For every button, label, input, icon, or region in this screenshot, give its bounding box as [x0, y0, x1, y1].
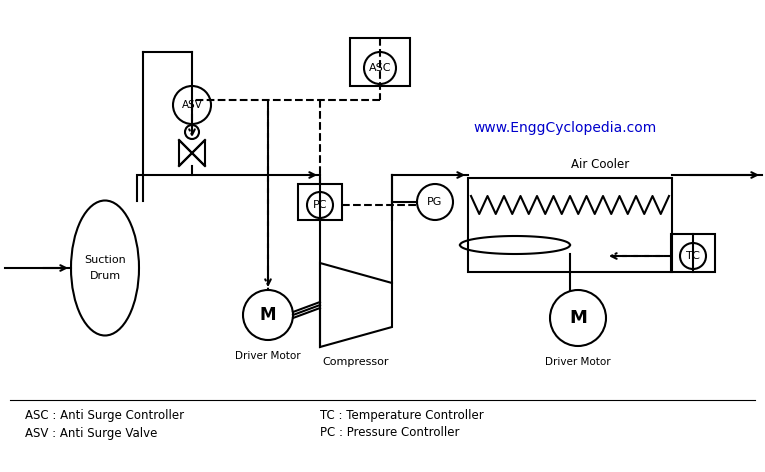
- Text: PC : Pressure Controller: PC : Pressure Controller: [320, 427, 460, 439]
- Text: ASC : Anti Surge Controller: ASC : Anti Surge Controller: [25, 408, 184, 421]
- Text: ASC: ASC: [369, 63, 391, 73]
- Text: Driver Motor: Driver Motor: [235, 351, 301, 361]
- Text: ASV : Anti Surge Valve: ASV : Anti Surge Valve: [25, 427, 158, 439]
- Text: Drum: Drum: [90, 271, 121, 281]
- Text: www.EnggCyclopedia.com: www.EnggCyclopedia.com: [474, 121, 656, 135]
- Text: PG: PG: [428, 197, 443, 207]
- Text: TC: TC: [686, 251, 700, 261]
- Text: M: M: [260, 306, 276, 324]
- Text: PC: PC: [313, 200, 327, 210]
- Text: TC : Temperature Controller: TC : Temperature Controller: [320, 408, 483, 421]
- Text: Driver Motor: Driver Motor: [545, 357, 610, 367]
- Text: Suction: Suction: [84, 255, 126, 265]
- Polygon shape: [179, 140, 192, 166]
- Text: ASV: ASV: [181, 100, 203, 110]
- Polygon shape: [192, 140, 205, 166]
- Text: Compressor: Compressor: [323, 357, 389, 367]
- Text: M: M: [569, 309, 587, 327]
- Text: Air Cooler: Air Cooler: [571, 159, 629, 171]
